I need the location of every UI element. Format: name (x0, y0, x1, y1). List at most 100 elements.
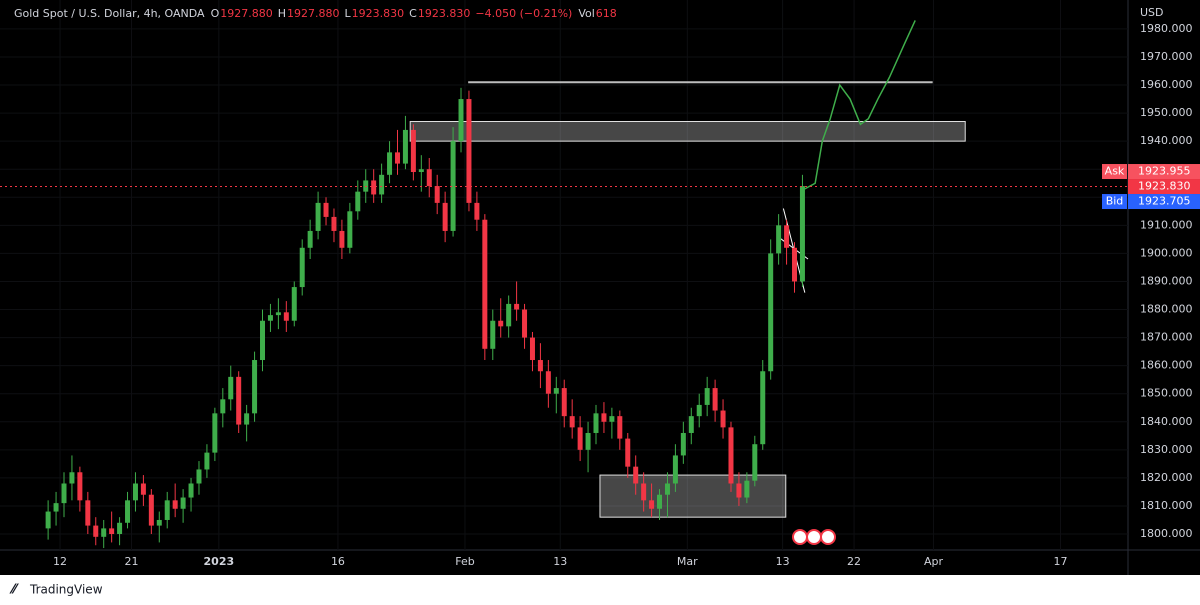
ohlc-label: L (345, 7, 352, 20)
candle-body (466, 99, 472, 203)
event-icon[interactable] (806, 529, 822, 545)
x-tick-label: Feb (455, 555, 474, 568)
candle-body (85, 500, 91, 526)
y-tick-label: 1800.000 (1140, 527, 1193, 540)
forecast-line (804, 20, 916, 190)
symbol-name: Gold Spot / U.S. Dollar, 4h, OANDA (14, 7, 205, 20)
quote-name-box (1102, 164, 1127, 180)
ohlc-label: O (211, 7, 220, 20)
x-tick-label: 13 (553, 555, 567, 568)
candle-body (712, 388, 718, 411)
candle-body (561, 388, 567, 417)
y-tick-label: 1900.000 (1140, 246, 1193, 259)
candle-body (633, 466, 639, 484)
x-tick-label: 2023 (204, 555, 235, 568)
candle-body (625, 438, 631, 467)
grid (0, 0, 1128, 550)
candle-body (490, 320, 496, 349)
candle-body (569, 416, 575, 428)
candle-body (752, 444, 758, 481)
candle-body (299, 247, 305, 288)
candle-body (267, 315, 273, 321)
y-tick-label: 1940.000 (1140, 134, 1193, 147)
candle-body (172, 500, 178, 509)
candle-body (688, 416, 694, 433)
candle-body (593, 413, 599, 433)
quote-name-box (1102, 194, 1127, 210)
candle-body (474, 202, 480, 220)
quote-box (1128, 164, 1200, 180)
candle-body (744, 480, 750, 498)
event-icon[interactable] (792, 529, 808, 545)
y-tick-label: 1820.000 (1140, 471, 1193, 484)
candle-body (339, 230, 345, 248)
candle-body (355, 191, 361, 212)
volume-value: 618 (596, 7, 617, 20)
candle-body (704, 388, 710, 405)
candle-body (641, 483, 647, 501)
candle-body (617, 416, 623, 439)
candle-body (156, 519, 162, 526)
x-tick-label: 16 (331, 555, 345, 568)
candle-body (458, 99, 464, 142)
candle-body (125, 500, 131, 523)
y-tick-label: 1850.000 (1140, 387, 1193, 400)
candle-body (585, 432, 591, 450)
candle-body (680, 432, 686, 456)
candle-body (148, 494, 154, 526)
y-tick-label: 1810.000 (1140, 499, 1193, 512)
ohlc-label: H (278, 7, 286, 20)
event-icon[interactable] (820, 529, 836, 545)
ohlc-value: 1927.880 (220, 7, 273, 20)
candle-body (776, 225, 782, 254)
candle-body (283, 312, 289, 321)
candle-body (736, 483, 742, 498)
candle-body (696, 404, 702, 417)
branding[interactable]: TradingView (29, 583, 103, 597)
candle-body (45, 511, 51, 529)
y-tick-label: 1910.000 (1140, 218, 1193, 231)
candle-body (228, 376, 234, 400)
candle-body (188, 483, 194, 498)
candle-body (402, 129, 408, 164)
candle-body (514, 303, 520, 310)
candle-body (577, 427, 583, 450)
candle-body (664, 483, 670, 495)
candle-body (760, 371, 766, 445)
candle-body (220, 399, 226, 414)
y-tick-label: 1980.000 (1140, 22, 1193, 35)
candle-body (434, 186, 440, 203)
candle-body (204, 452, 210, 470)
candle-body (331, 216, 337, 231)
zone (599, 474, 787, 518)
ohlc-label: C (409, 7, 417, 20)
quote-name: Bid (1106, 195, 1124, 208)
candle-body (307, 230, 313, 248)
candle-body (164, 500, 170, 520)
y-tick-label: 1860.000 (1140, 359, 1193, 372)
y-tick-label: 1880.000 (1140, 303, 1193, 316)
candle-body (728, 427, 734, 484)
candle-body (768, 253, 774, 372)
candle-body (61, 483, 67, 504)
y-tick-label: 1970.000 (1140, 50, 1193, 63)
candle-body (53, 503, 59, 512)
candle-body (720, 410, 726, 428)
candle-body (545, 371, 551, 394)
candle-body (252, 360, 258, 414)
x-tick-label: 21 (124, 555, 138, 568)
last-price-label: 1923.830 (1138, 180, 1191, 193)
candle-body (792, 247, 798, 282)
candle-body (132, 483, 138, 501)
candle-body (315, 202, 321, 231)
candle-body (77, 472, 83, 501)
candle-body (442, 202, 448, 231)
candle-body (537, 360, 543, 372)
candle-body (418, 169, 424, 173)
candle-body (672, 455, 678, 484)
x-tick-label: 22 (847, 555, 861, 568)
candle-body (498, 320, 504, 327)
quote-box (1128, 194, 1200, 210)
candle-body (236, 376, 242, 425)
candle-body (117, 522, 123, 535)
